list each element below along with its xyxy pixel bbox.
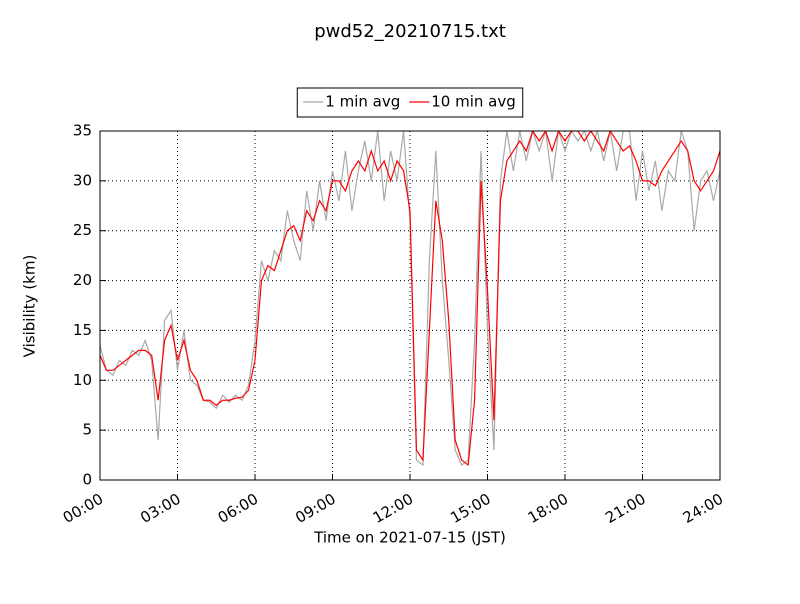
y-tick-label: 15 [73,321,92,339]
x-axis-label: Time on 2021-07-15 (JST) [313,529,506,547]
y-tick-label: 25 [73,221,92,239]
y-tick-label: 30 [73,171,92,189]
series-line [100,131,720,467]
x-tick-label: 24:00 [680,490,726,527]
plot-lines [100,131,720,467]
x-tick-label: 09:00 [292,490,338,527]
x-tick-label: 03:00 [137,490,183,527]
legend-label: 1 min avg [325,93,400,111]
x-tick-label: 15:00 [447,490,493,527]
x-tick-label: 06:00 [215,490,261,527]
legend-box [296,87,524,118]
legend-label: 10 min avg [431,93,516,111]
x-tick-label: 21:00 [602,490,648,527]
x-tick-label: 12:00 [370,490,416,527]
y-tick-label: 20 [73,271,92,289]
x-tick-label: 00:00 [60,490,106,527]
y-tick-label: 10 [73,371,92,389]
y-tick-label: 5 [82,421,92,439]
chart-title: pwd52_20210715.txt [314,21,506,42]
legend: 1 min avg 10 min avg [296,87,524,118]
y-tick-label: 0 [82,471,92,489]
y-axis-label: Visibility (km) [21,255,39,358]
y-tick-label: 35 [73,122,92,140]
x-tick-label: 18:00 [525,490,571,527]
grid [99,130,721,481]
